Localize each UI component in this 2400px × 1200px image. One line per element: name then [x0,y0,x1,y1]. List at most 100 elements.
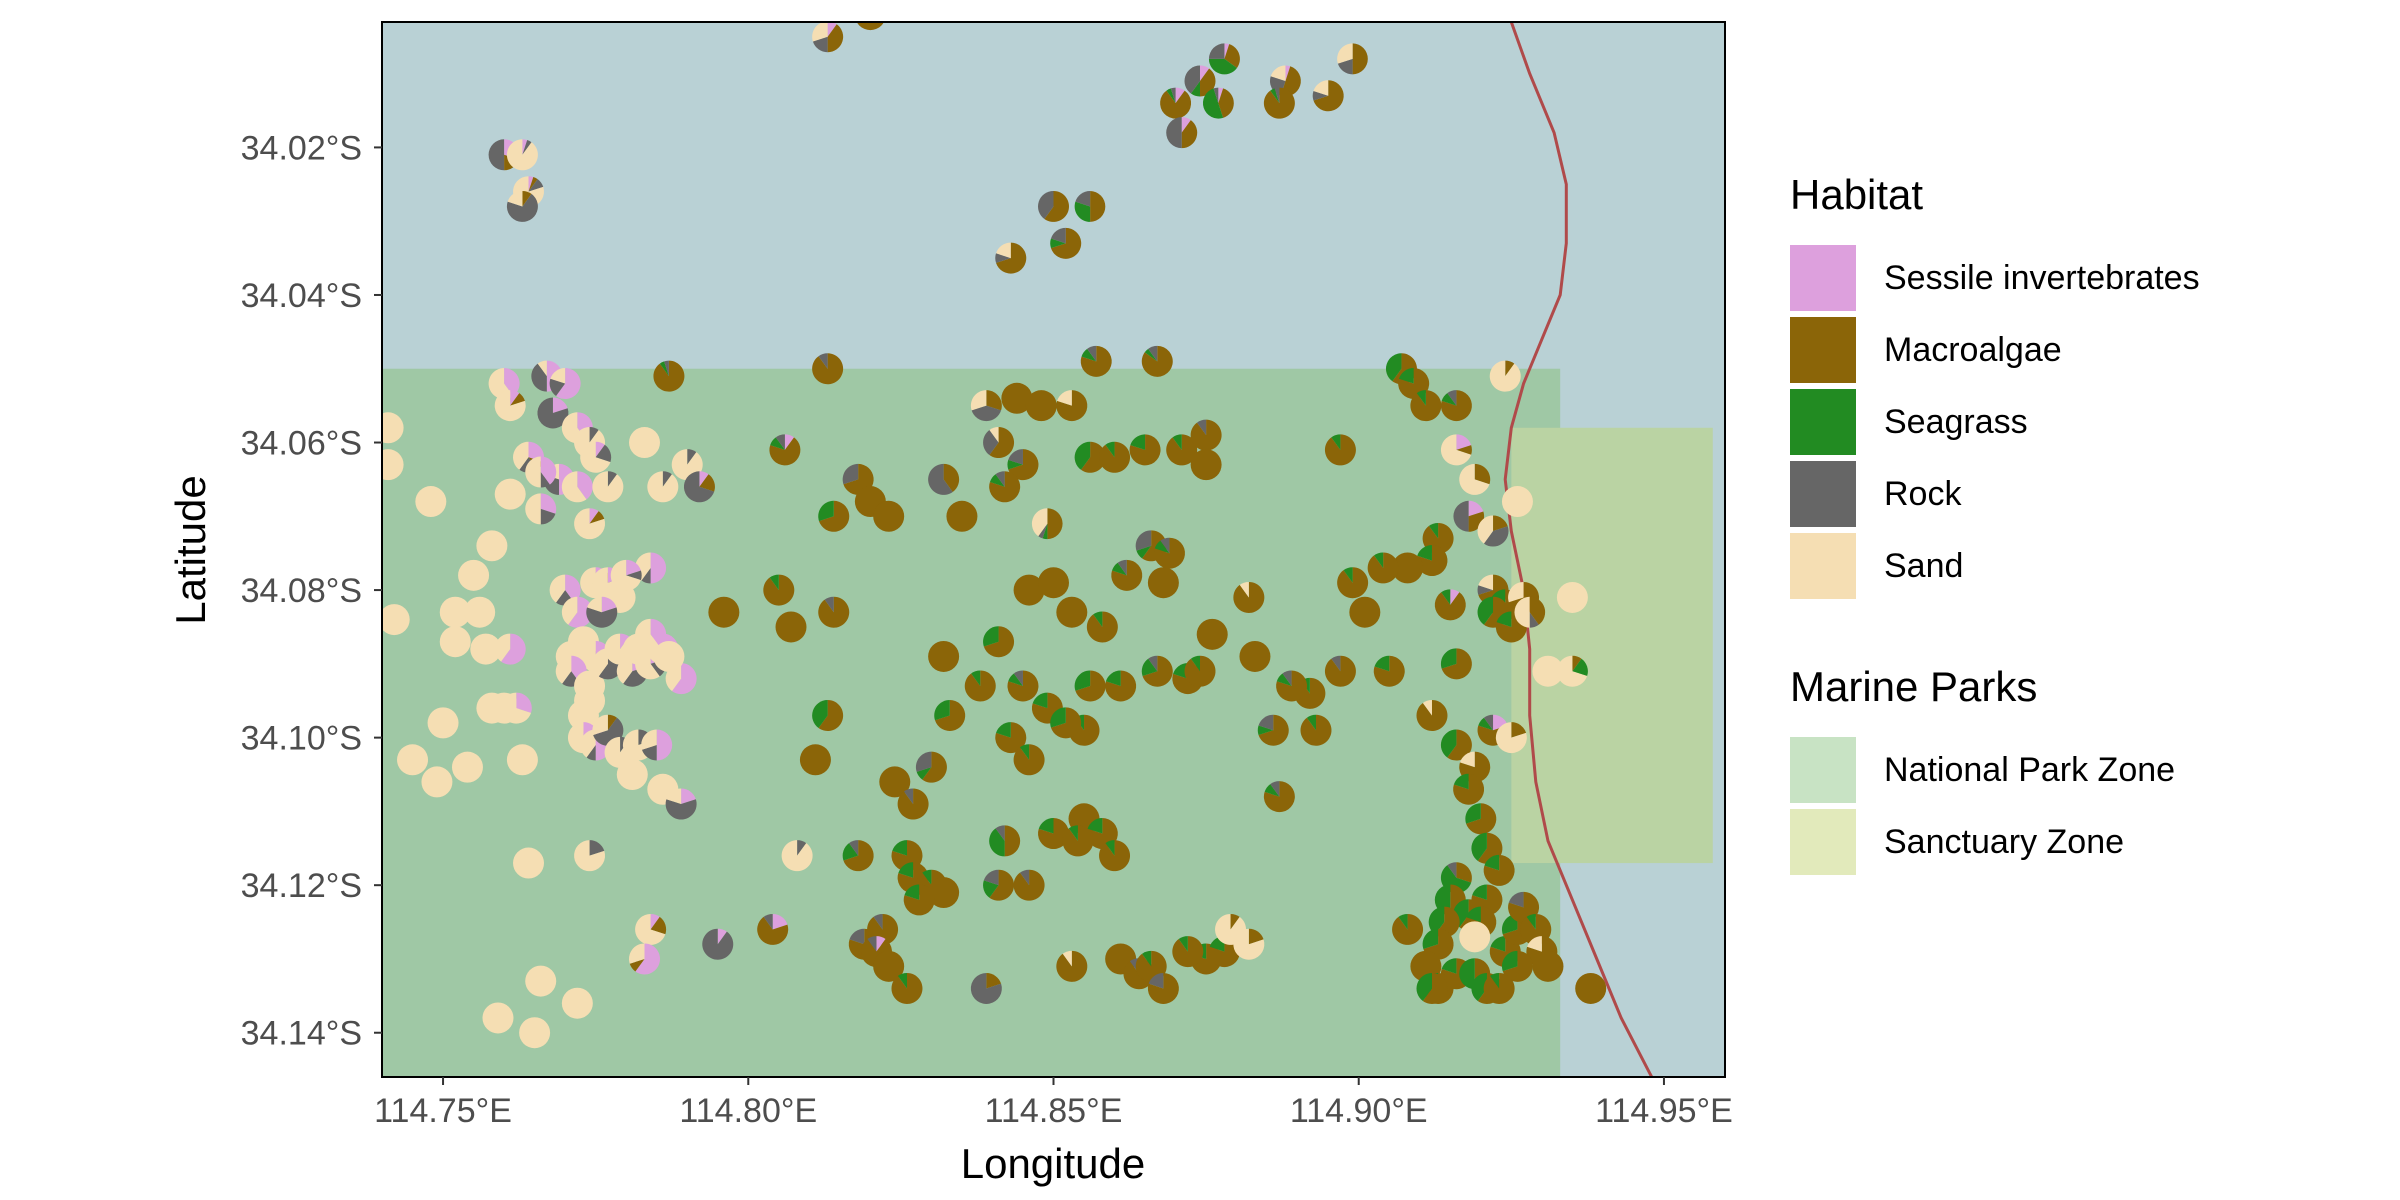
pie-slice [635,913,666,945]
pie-slice [1166,117,1182,149]
pie-slice [989,869,1015,901]
pie-slice [470,633,502,665]
pie-slice [989,828,1005,857]
pie-slice [989,427,999,443]
pie-slice [849,840,859,856]
habitat-pie [513,847,545,879]
pie-slice [1019,744,1030,760]
legend-swatch-seagrass [1790,389,1856,455]
pie-slice [1490,972,1500,989]
pie-slice [1218,88,1234,118]
pie-slice [629,958,645,972]
habitat-pie [1025,390,1057,422]
habitat-pie [561,596,593,628]
pie-slice [1218,87,1224,104]
pie-slice [1343,567,1353,583]
habitat-pie [757,913,789,945]
pie-slice [1233,581,1265,613]
habitat-pie [421,766,453,798]
habitat-pie [1147,567,1179,599]
pie-slice [1453,500,1469,532]
pie-slice [1057,390,1072,406]
pie-slice [1337,43,1353,64]
pie-slice [629,427,660,459]
pie-slice [1050,238,1066,249]
pie-slice [1417,545,1432,561]
pie-slice [659,361,669,377]
habitat-pie [989,825,1021,857]
habitat-pie [701,22,710,23]
pie-slice [1081,441,1106,473]
pie-slice [1483,972,1515,1004]
pie-slice [1130,434,1146,450]
habitat-pie [494,633,526,665]
y-axis-title: Latitude [167,475,214,624]
habitat-pie [464,596,496,628]
habitat-pie [494,478,526,510]
habitat-pie [574,508,606,540]
pie-slice [1274,87,1280,104]
pie-slice [1471,972,1487,1001]
pie-slice [775,434,785,450]
pie-slice [1008,449,1023,465]
pie-slice [1501,486,1533,518]
pie-slice [616,655,633,684]
pie-slice [1478,717,1494,731]
pie-slice [589,427,599,443]
habitat-pie [1013,744,1045,776]
pie-slice [1385,353,1402,382]
pie-slice [1175,87,1185,104]
pie-slice [1038,523,1048,539]
habitat-pie [1208,43,1240,75]
pie-slice [1422,972,1448,1004]
habitat-pie [1099,840,1131,872]
sanctuary-zone [1511,427,1713,864]
habitat-pie [439,596,471,628]
habitat-pie [1392,913,1424,945]
pie-slice [1478,574,1494,591]
habitat-pie [1050,227,1082,259]
pie-slice [601,596,617,613]
pie-slice [1270,781,1280,797]
pie-slice [781,840,813,872]
habitat-pie [1038,567,1069,599]
pie-slice [506,193,538,222]
habitat-pie [1263,781,1295,813]
pie-slice [382,412,404,444]
pie-slice [635,618,660,650]
pie-slice [928,877,960,909]
pie-slice [1529,596,1546,625]
pie-slice [983,626,999,647]
pie-slice [540,493,557,514]
pie-slice [1208,43,1225,59]
habitat-pie [1056,390,1088,422]
pie-slice [1197,419,1207,436]
habitat-pie [1086,611,1118,643]
habitat-pie [1440,434,1472,466]
pie-slice [650,552,667,584]
pie-slice [1572,655,1582,672]
habitat-pie [946,500,978,532]
pie-slice [1483,714,1494,731]
pie-slice [635,943,660,975]
pie-slice [867,936,877,952]
pie-slice [983,869,999,886]
legend-item-sessile-invertebrates: Sessile invertebrates [1790,242,2350,314]
pie-slice [818,353,828,369]
pie-slice [1044,190,1069,222]
pie-slice [983,880,999,898]
pie-slice [1050,227,1066,244]
pie-slice [1324,655,1356,687]
pie-slice [1105,670,1121,686]
pie-slice [843,840,874,872]
pie-slice [1483,854,1515,886]
pie-slice [1331,655,1341,672]
pie-slice [1264,784,1280,797]
habitat-pie [1434,589,1466,621]
pie-slice [812,36,828,53]
pie-slice [522,140,532,155]
habitat-pie [519,1017,551,1049]
pie-slice [1004,825,1021,857]
pie-slice [964,670,996,702]
habitat-pie [1556,655,1588,687]
